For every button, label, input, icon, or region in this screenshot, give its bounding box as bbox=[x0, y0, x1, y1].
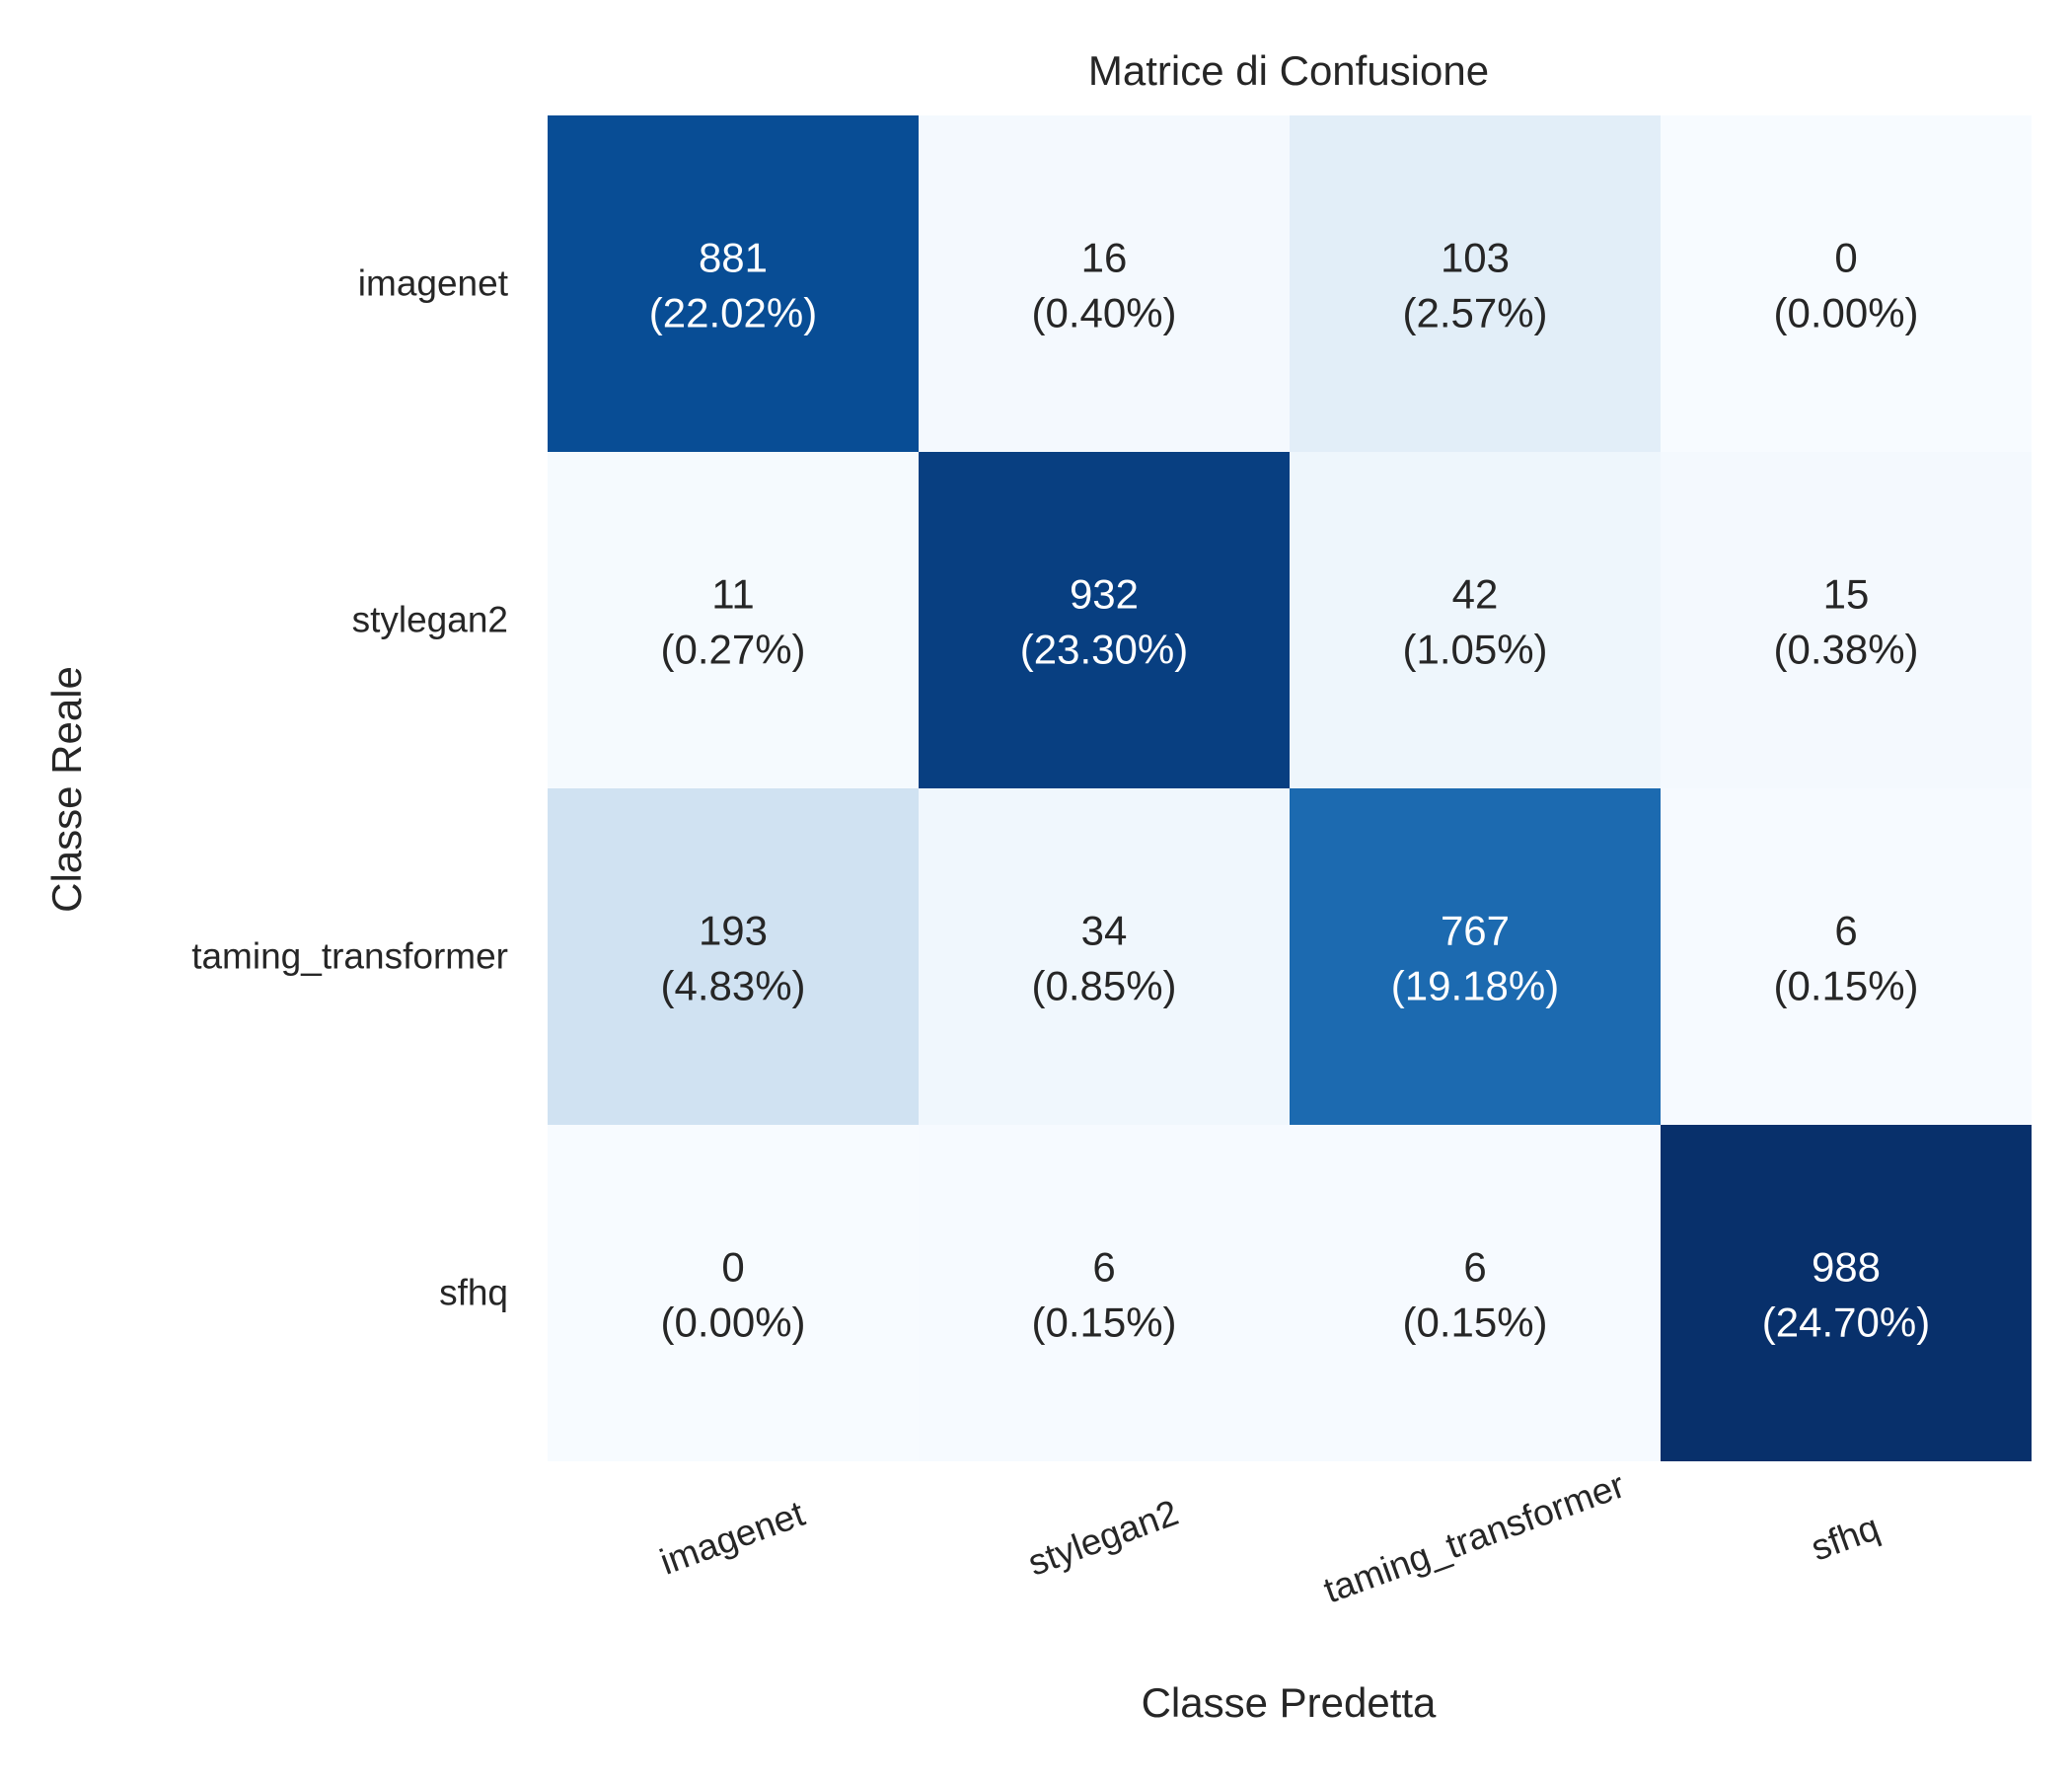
cell-percent-label-r1-c2: (1.05%) bbox=[1402, 627, 1547, 673]
cell-value-label-r0-c0: 881 bbox=[699, 235, 768, 281]
cell-percent-label-r3-c2: (0.15%) bbox=[1402, 1299, 1547, 1346]
cell-value-label-r2-c0: 193 bbox=[699, 908, 768, 954]
heatmap-cell-r3-c1 bbox=[919, 1125, 1290, 1461]
x-axis-label: Classe Predetta bbox=[1142, 1679, 1437, 1726]
cell-percent-label-r3-c0: (0.00%) bbox=[660, 1299, 805, 1346]
heatmap-cell-r2-c3 bbox=[1661, 788, 2032, 1125]
cell-value-label-r1-c0: 11 bbox=[711, 571, 755, 618]
y-tick-label-0: imagenet bbox=[358, 263, 509, 304]
heatmap-cell-r2-c1 bbox=[919, 788, 1290, 1125]
cell-value-label-r3-c2: 6 bbox=[1463, 1244, 1486, 1291]
cell-percent-label-r2-c2: (19.18%) bbox=[1391, 963, 1559, 1009]
cell-value-label-r3-c3: 988 bbox=[1812, 1244, 1881, 1291]
heatmap-cell-r0-c1 bbox=[919, 115, 1290, 452]
heatmap-cell-r1-c1 bbox=[919, 452, 1290, 788]
y-tick-label-3: sfhq bbox=[439, 1273, 508, 1313]
cell-percent-label-r3-c1: (0.15%) bbox=[1031, 1299, 1176, 1346]
cell-value-label-r2-c1: 34 bbox=[1081, 908, 1128, 954]
heatmap-cell-r1-c2 bbox=[1290, 452, 1661, 788]
heatmap-cell-r3-c2 bbox=[1290, 1125, 1661, 1461]
heatmap-cell-r1-c0 bbox=[548, 452, 919, 788]
cell-value-label-r2-c2: 767 bbox=[1441, 908, 1510, 954]
cell-percent-label-r0-c3: (0.00%) bbox=[1773, 290, 1918, 336]
heatmap-cell-r3-c0 bbox=[548, 1125, 919, 1461]
cell-value-label-r3-c1: 6 bbox=[1092, 1244, 1115, 1291]
y-tick-label-2: taming_transformer bbox=[191, 936, 508, 977]
cell-value-label-r3-c0: 0 bbox=[721, 1244, 744, 1291]
cell-percent-label-r1-c3: (0.38%) bbox=[1773, 627, 1918, 673]
heatmap-cells: 881 (22.02%) 16 (0.40%) 103 (2.57%) 0 (0.00%) 11… bbox=[548, 115, 2032, 1461]
heatmap-cell-r2-c0 bbox=[548, 788, 919, 1125]
heatmap-cell-r0-c2 bbox=[1290, 115, 1661, 452]
cell-value-label-r1-c2: 42 bbox=[1452, 571, 1499, 618]
cell-percent-label-r3-c3: (24.70%) bbox=[1762, 1299, 1930, 1346]
cell-percent-label-r2-c1: (0.85%) bbox=[1031, 963, 1176, 1009]
cell-value-label-r2-c3: 6 bbox=[1834, 908, 1857, 954]
y-axis-label: Classe Reale bbox=[43, 666, 90, 913]
heatmap-cell-r3-c3 bbox=[1661, 1125, 2032, 1461]
y-tick-label-1: stylegan2 bbox=[352, 600, 508, 640]
heatmap-cell-r1-c3 bbox=[1661, 452, 2032, 788]
cell-percent-label-r1-c0: (0.27%) bbox=[660, 627, 805, 673]
cell-value-label-r0-c1: 16 bbox=[1081, 235, 1128, 281]
cell-value-label-r1-c3: 15 bbox=[1823, 571, 1870, 618]
cell-percent-label-r2-c0: (4.83%) bbox=[660, 963, 805, 1009]
cell-percent-label-r0-c2: (2.57%) bbox=[1402, 290, 1547, 336]
cell-percent-label-r0-c1: (0.40%) bbox=[1031, 290, 1176, 336]
cell-value-label-r0-c3: 0 bbox=[1834, 235, 1857, 281]
heatmap-cell-r0-c0 bbox=[548, 115, 919, 452]
cell-percent-label-r1-c1: (23.30%) bbox=[1020, 627, 1188, 673]
cell-percent-label-r0-c0: (22.02%) bbox=[649, 290, 817, 336]
chart-title: Matrice di Confusione bbox=[1088, 47, 1489, 94]
cell-value-label-r0-c2: 103 bbox=[1441, 235, 1510, 281]
cell-percent-label-r2-c3: (0.15%) bbox=[1773, 963, 1918, 1009]
cell-value-label-r1-c1: 932 bbox=[1070, 571, 1139, 618]
heatmap-cell-r0-c3 bbox=[1661, 115, 2032, 452]
heatmap-cell-r2-c2 bbox=[1290, 788, 1661, 1125]
